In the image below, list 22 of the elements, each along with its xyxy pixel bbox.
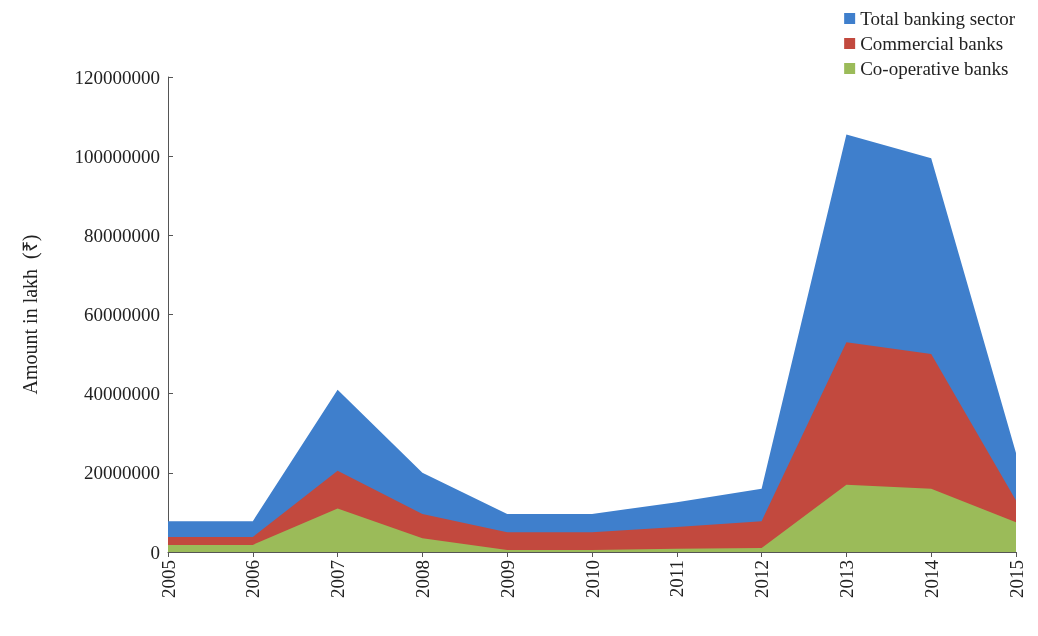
- x-tick-label: 2012: [751, 560, 773, 598]
- x-tick-label: 2005: [157, 560, 179, 598]
- x-tick-label: 2011: [666, 560, 688, 598]
- x-tick-label: 2006: [242, 560, 264, 598]
- y-tick-label: 0: [150, 541, 160, 563]
- y-tick-label: 40000000: [84, 383, 160, 405]
- y-tick-label: 100000000: [74, 145, 160, 167]
- x-tick-label: 2007: [327, 560, 349, 598]
- x-tick-label: 2013: [835, 560, 857, 598]
- legend-label: Co-operative banks: [860, 58, 1009, 79]
- legend-label: Total banking sector: [860, 8, 1016, 29]
- y-tick-label: 20000000: [84, 462, 160, 484]
- y-tick-label: 60000000: [84, 304, 160, 325]
- legend-label: Commercial banks: [860, 33, 1004, 54]
- x-tick-label: 2009: [496, 560, 518, 598]
- y-tick-label: 120000000: [74, 66, 160, 88]
- x-tick-label: 2015: [1005, 560, 1027, 598]
- x-tick-label: 2008: [411, 560, 433, 598]
- y-axis-title: Amount in lakh (₹): [19, 234, 42, 395]
- x-tick-label: 2010: [581, 560, 603, 598]
- y-tick-label: 80000000: [84, 224, 160, 246]
- x-tick-label: 2014: [920, 559, 942, 598]
